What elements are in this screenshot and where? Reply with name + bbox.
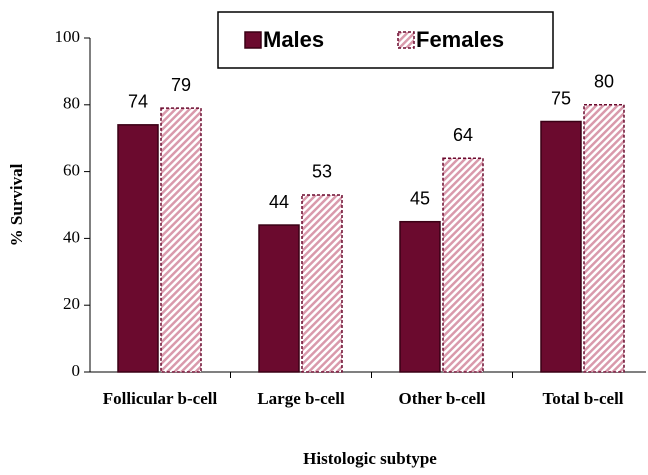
value-label: 79 <box>171 75 191 95</box>
x-axis-label: Histologic subtype <box>303 449 437 468</box>
x-tick-label: Other b-cell <box>398 389 486 408</box>
legend-label: Males <box>263 27 324 52</box>
y-tick-label: 40 <box>63 227 80 246</box>
bar <box>258 224 300 373</box>
bar <box>583 104 625 373</box>
bar <box>540 120 582 373</box>
bar <box>117 124 159 373</box>
x-tick-label: Large b-cell <box>257 389 345 408</box>
bar <box>399 220 441 373</box>
y-tick-label: 20 <box>63 294 80 313</box>
value-label: 80 <box>594 72 614 92</box>
y-tick-label: 80 <box>63 94 80 113</box>
y-tick-label: 60 <box>63 161 80 180</box>
value-label: 44 <box>269 192 289 212</box>
value-label: 53 <box>312 162 332 182</box>
bar <box>442 157 484 373</box>
legend-label: Females <box>416 27 504 52</box>
value-label: 45 <box>410 188 430 208</box>
x-tick-label: Follicular b-cell <box>102 389 218 408</box>
legend-swatch <box>397 31 415 49</box>
value-label: 74 <box>128 92 148 112</box>
y-tick-label: 0 <box>72 361 81 380</box>
bar <box>301 194 343 373</box>
legend-swatch <box>244 31 262 49</box>
y-tick-label: 100 <box>55 27 81 46</box>
value-label: 75 <box>551 88 571 108</box>
bar <box>160 107 202 373</box>
legend-box <box>217 11 554 69</box>
value-label: 64 <box>453 125 473 145</box>
x-tick-label: Total b-cell <box>542 389 624 408</box>
y-axis-label: % Survival <box>7 163 26 246</box>
